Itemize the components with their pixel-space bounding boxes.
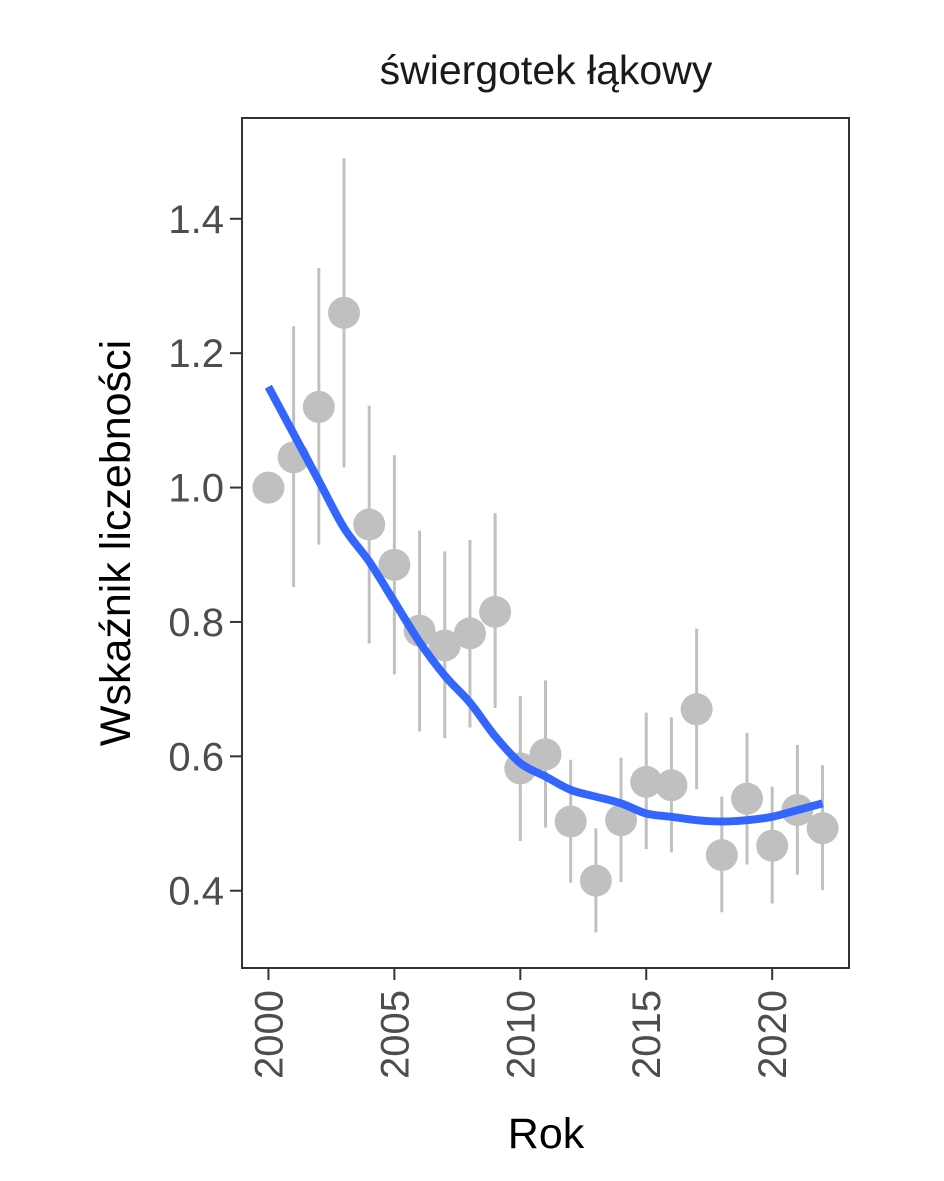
y-tick-label: 1.4 (168, 198, 224, 242)
data-point (806, 812, 839, 845)
data-point (705, 839, 738, 872)
data-point (630, 765, 663, 798)
data-point (353, 508, 386, 541)
trend-line-layer (264, 384, 824, 826)
y-tick-label: 1.2 (168, 332, 224, 376)
data-point (680, 693, 713, 726)
data-point (378, 548, 411, 581)
x-tick-label: 2015 (625, 990, 669, 1079)
data-point (428, 629, 461, 662)
trend-line (264, 384, 824, 826)
chart-title: świergotek łąkowy (380, 47, 713, 93)
data-point (756, 829, 789, 862)
data-point (252, 471, 285, 504)
data-point (302, 390, 335, 423)
data-point (655, 769, 688, 802)
y-tick-label: 0.8 (168, 601, 224, 645)
x-tick-label: 2010 (499, 990, 543, 1079)
y-axis-label: Wskaźnik liczebności (92, 340, 140, 746)
x-tick-label: 2005 (373, 990, 417, 1079)
x-tick-label: 2000 (247, 990, 291, 1079)
y-tick-label: 0.6 (168, 735, 224, 779)
data-point (479, 595, 512, 628)
x-axis-label: Rok (508, 1110, 585, 1158)
data-point (328, 296, 361, 329)
data-point (579, 864, 612, 897)
y-axis: 0.4 0.6 0.8 1.0 1.2 1.4 (168, 198, 242, 914)
data-point (554, 805, 587, 838)
data-point (453, 617, 486, 650)
x-tick-label: 2020 (751, 990, 795, 1079)
x-axis: 2000 2005 2010 2015 2020 (247, 968, 795, 1079)
data-point (529, 738, 562, 771)
y-tick-label: 0.4 (168, 870, 224, 914)
y-tick-label: 1.0 (168, 467, 224, 511)
data-points (252, 296, 839, 897)
data-point (605, 804, 638, 837)
data-point (730, 782, 763, 815)
